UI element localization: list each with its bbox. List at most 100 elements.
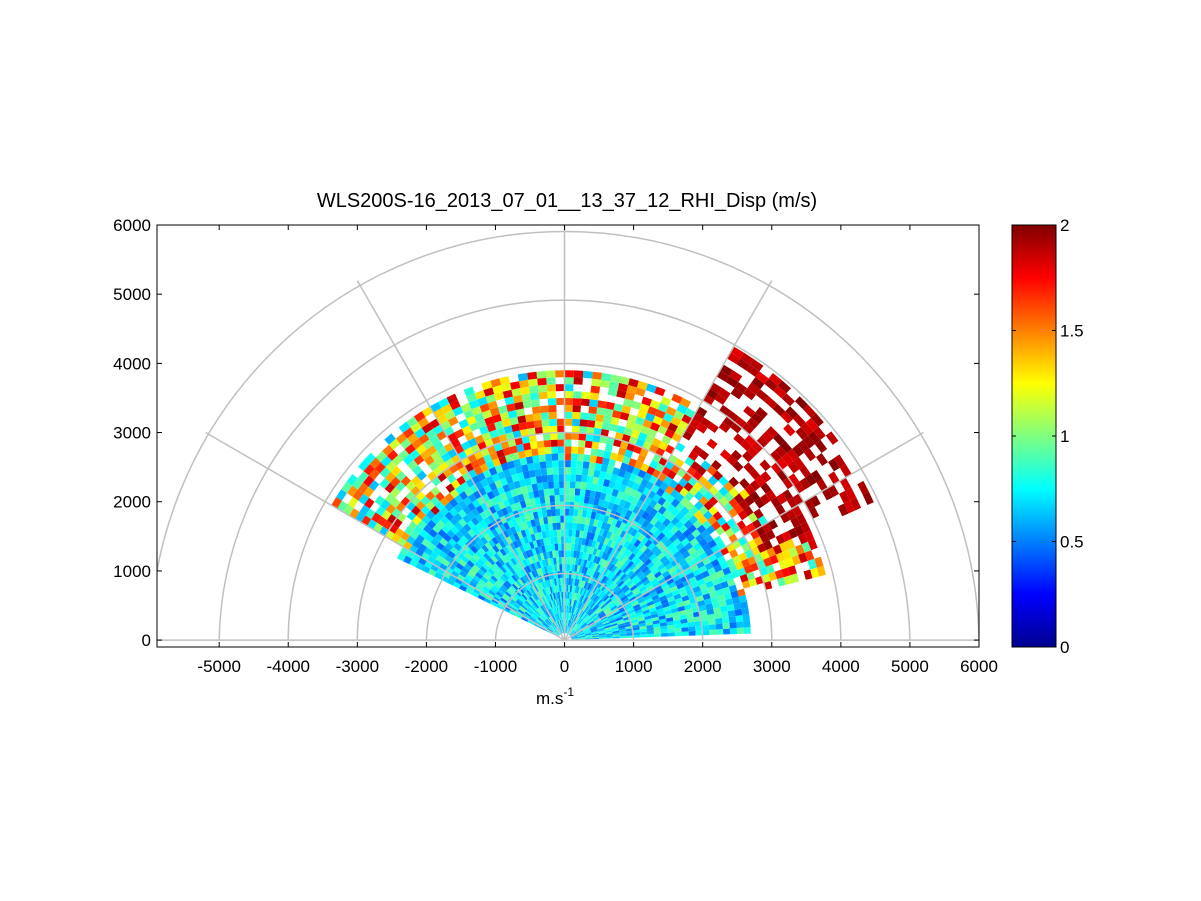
data-cell	[418, 543, 428, 553]
data-cell	[598, 613, 606, 619]
data-cell	[593, 605, 600, 612]
data-cell	[722, 416, 735, 428]
data-cell	[475, 550, 483, 559]
data-cell	[649, 564, 658, 572]
data-cell	[483, 484, 492, 494]
data-cell	[437, 446, 448, 457]
data-cell	[503, 554, 511, 562]
data-cell	[507, 520, 514, 529]
data-cell	[566, 619, 569, 627]
data-cell	[716, 370, 730, 382]
data-cell	[703, 575, 712, 584]
data-cell	[357, 471, 369, 483]
data-cell	[613, 542, 620, 551]
data-cell	[569, 564, 573, 572]
data-cell	[616, 490, 625, 499]
data-cell	[543, 537, 548, 546]
data-cell	[558, 460, 565, 468]
data-cell	[694, 491, 704, 501]
data-cell	[525, 557, 531, 566]
data-cell	[460, 535, 469, 544]
data-cell	[501, 507, 509, 516]
data-cell	[491, 598, 499, 605]
data-cell	[598, 631, 606, 635]
data-cell	[648, 575, 657, 583]
data-cell	[583, 628, 591, 633]
data-cell	[557, 613, 561, 620]
data-cell	[440, 452, 452, 463]
data-cell	[513, 603, 520, 610]
data-cell	[405, 501, 416, 512]
data-cell	[537, 384, 548, 393]
data-cell	[593, 595, 599, 602]
data-cell	[666, 521, 675, 531]
data-cell	[579, 620, 586, 627]
data-cell	[416, 510, 426, 520]
data-cell	[531, 614, 538, 620]
data-cell	[662, 584, 671, 592]
data-cell	[574, 495, 580, 503]
data-cell	[593, 498, 600, 506]
data-cell	[631, 565, 640, 573]
data-cell	[672, 538, 681, 547]
data-cell	[358, 459, 370, 472]
data-cell	[759, 459, 771, 472]
data-cell	[511, 388, 522, 397]
data-cell	[670, 570, 679, 578]
data-cell	[571, 564, 576, 572]
data-cell	[681, 627, 689, 632]
data-cell	[626, 630, 634, 634]
data-cell	[646, 600, 655, 607]
data-cell	[755, 575, 764, 585]
data-cell	[800, 422, 814, 436]
data-cell	[564, 550, 568, 558]
data-cell	[575, 530, 580, 538]
data-cell	[570, 453, 578, 461]
data-cell	[444, 492, 454, 503]
data-cell	[601, 372, 612, 382]
data-cell	[556, 564, 560, 572]
data-cell	[540, 468, 548, 476]
data-cell	[814, 556, 824, 568]
data-cell	[703, 480, 714, 491]
data-cell	[575, 627, 582, 633]
data-cell	[731, 570, 740, 579]
data-cell	[679, 558, 688, 567]
data-cell	[532, 455, 540, 463]
data-cell	[666, 494, 676, 504]
data-cell	[595, 414, 605, 423]
data-cell	[641, 566, 650, 574]
data-cell	[718, 599, 727, 607]
data-cell	[481, 544, 490, 553]
data-cell	[677, 605, 686, 612]
data-cell	[708, 618, 716, 625]
data-cell	[657, 591, 666, 598]
data-cell	[602, 500, 610, 509]
data-cell	[737, 567, 747, 577]
data-cell	[589, 490, 597, 498]
data-cell	[558, 453, 565, 461]
data-cell	[519, 537, 526, 546]
data-cell	[645, 383, 657, 394]
data-cell	[598, 611, 605, 617]
data-cell	[564, 467, 571, 475]
data-cell	[511, 518, 518, 527]
data-cell	[509, 416, 519, 426]
data-cell	[438, 550, 448, 559]
data-cell	[357, 482, 369, 494]
data-cell	[520, 386, 530, 395]
data-cell	[374, 495, 385, 506]
data-cell	[459, 491, 468, 501]
data-cell	[557, 571, 561, 579]
data-cell	[594, 571, 601, 579]
data-cell	[615, 589, 623, 596]
data-cell	[527, 580, 534, 588]
data-cell	[412, 515, 422, 526]
data-cell	[700, 529, 710, 539]
data-cell	[657, 402, 669, 413]
data-cell	[628, 378, 639, 388]
data-cell	[554, 629, 560, 636]
data-cell	[433, 440, 444, 451]
data-cell	[751, 412, 764, 425]
data-cell	[496, 550, 504, 559]
